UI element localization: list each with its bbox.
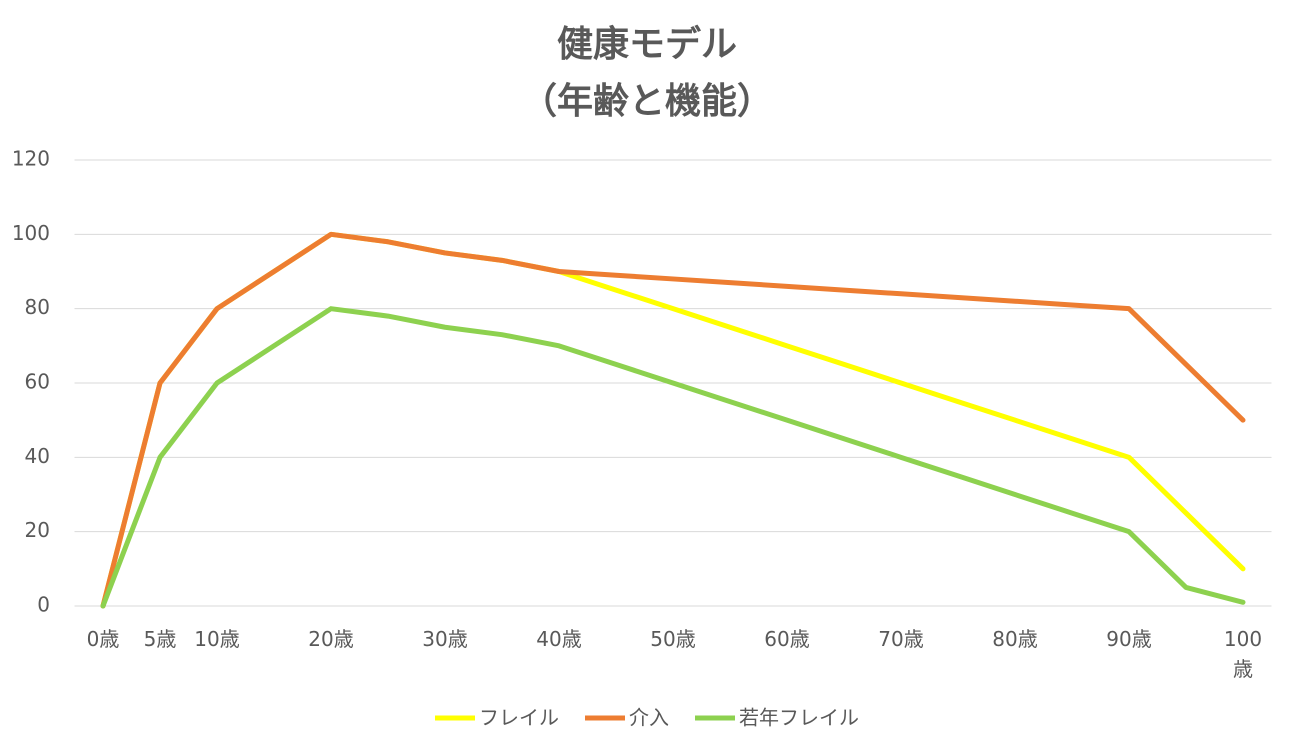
legend-label: 介入 [629, 706, 669, 730]
x-tick-label: 0歳 [86, 627, 120, 651]
chart-title: 健康モデル [557, 23, 737, 65]
x-tick-label: 10歳 [194, 627, 240, 651]
x-tick-label: 5歳 [143, 627, 177, 651]
x-tick-label: 90歳 [1106, 627, 1152, 651]
data-line [100, 231, 1246, 609]
x-tick-label: 30歳 [422, 627, 468, 651]
x-tick-label: 80歳 [992, 627, 1038, 651]
data-line [100, 306, 1246, 609]
x-tick-label: 60歳 [764, 627, 810, 651]
x-tick-label: 100歳 [1223, 627, 1263, 681]
legend-label: 若年フレイル [739, 706, 859, 730]
x-tick-label: 40歳 [536, 627, 582, 651]
legend-label: フレイル [479, 706, 559, 730]
y-tick-label: 0 [37, 593, 50, 617]
x-tick-label: 50歳 [650, 627, 696, 651]
chart-subtitle: （年齢と機能） [521, 81, 773, 122]
y-tick-label: 20 [25, 518, 50, 542]
x-tick-label: 70歳 [878, 627, 924, 651]
y-tick-label: 100 [12, 221, 50, 245]
legend-item: 若年フレイル [695, 706, 859, 730]
y-tick-label: 80 [25, 295, 50, 319]
y-tick-label: 40 [25, 444, 50, 468]
legend-item: 介入 [585, 706, 669, 730]
legend: フレイル 介入 若年フレイル [435, 706, 859, 730]
legend-item: フレイル [435, 706, 559, 730]
x-tick-label: 20歳 [308, 627, 354, 651]
y-tick-label: 120 [12, 147, 50, 171]
data-line [100, 231, 1246, 609]
y-tick-label: 60 [25, 370, 50, 394]
